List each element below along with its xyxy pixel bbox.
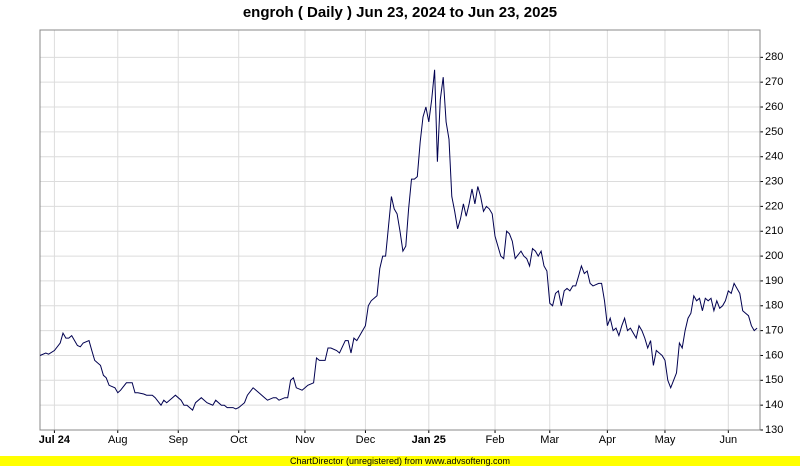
footer: ChartDirector (unregistered) from www.ad… bbox=[290, 456, 510, 466]
y-tick-label: 210 bbox=[765, 225, 783, 237]
footer-band bbox=[0, 456, 800, 466]
x-tick-label: Jun bbox=[719, 434, 737, 446]
x-tick-label: Mar bbox=[540, 434, 559, 446]
y-tick-label: 260 bbox=[765, 101, 783, 113]
y-tick-label: 230 bbox=[765, 175, 783, 187]
x-tick-label: Oct bbox=[230, 434, 247, 446]
x-tick-label: Nov bbox=[295, 434, 315, 446]
plot-border bbox=[39, 29, 761, 431]
y-tick-label: 180 bbox=[765, 300, 783, 312]
y-tick-label: 150 bbox=[765, 374, 783, 386]
y-tick-label: 160 bbox=[765, 349, 783, 361]
x-tick-label: Sep bbox=[168, 434, 188, 446]
y-tick-label: 220 bbox=[765, 200, 783, 212]
y-tick-label: 190 bbox=[765, 275, 783, 287]
y-tick-label: 200 bbox=[765, 250, 783, 262]
chart-title: engroh ( Daily ) Jun 23, 2024 to Jun 23,… bbox=[243, 4, 557, 21]
y-tick-label: 130 bbox=[765, 424, 783, 436]
y-tick-label: 170 bbox=[765, 325, 783, 337]
y-tick-label: 140 bbox=[765, 399, 783, 411]
x-tick-label: Apr bbox=[599, 434, 616, 446]
price-line bbox=[39, 69, 758, 411]
x-tick-label: Feb bbox=[486, 434, 505, 446]
y-tick-label: 270 bbox=[765, 76, 783, 88]
x-tick-label: Jul 24 bbox=[39, 434, 71, 446]
y-tick-label: 240 bbox=[765, 151, 783, 163]
y-tick-label: 250 bbox=[765, 126, 783, 138]
y-tick-label: 280 bbox=[765, 51, 783, 63]
x-tick-label: Aug bbox=[108, 434, 128, 446]
x-tick-label: Dec bbox=[356, 434, 376, 446]
x-tick-label: Jan 25 bbox=[412, 434, 446, 446]
x-tick-label: May bbox=[655, 434, 676, 446]
